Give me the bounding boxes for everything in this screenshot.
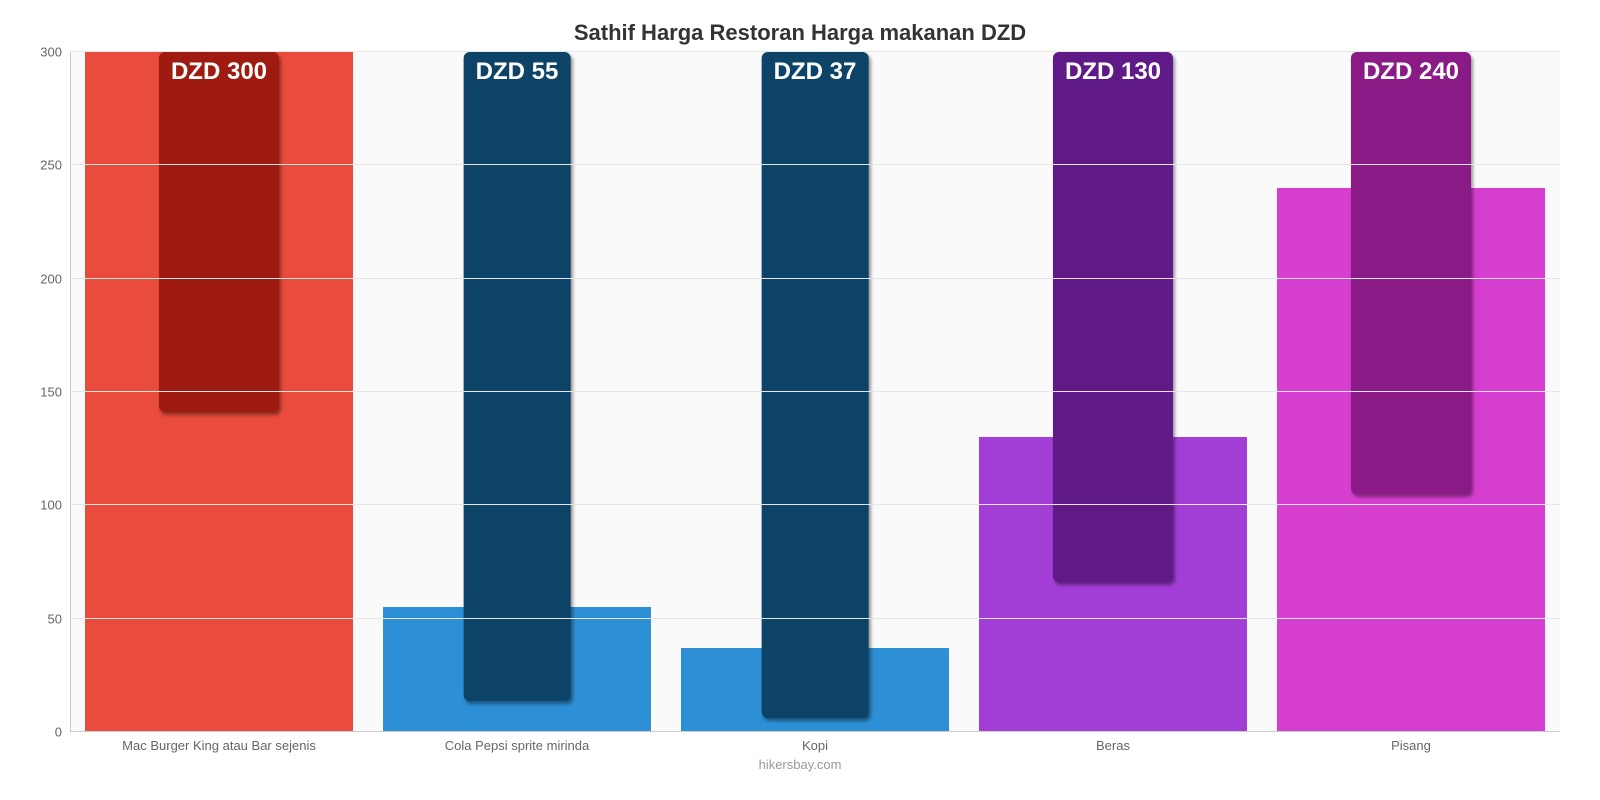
value-badge: DZD 300 <box>159 52 279 412</box>
bar-slot: DZD 55 <box>368 52 666 732</box>
y-tick-label: 150 <box>40 385 70 400</box>
bar-slot: DZD 240 <box>1262 52 1560 732</box>
x-axis-labels: Mac Burger King atau Bar sejenisCola Pep… <box>70 732 1560 753</box>
y-tick-label: 50 <box>48 611 70 626</box>
y-tick-label: 200 <box>40 271 70 286</box>
gridline <box>70 51 1560 52</box>
y-tick-label: 300 <box>40 45 70 60</box>
bar-slot: DZD 130 <box>964 52 1262 732</box>
x-axis-label: Kopi <box>666 732 964 753</box>
plot-area: DZD 300DZD 55DZD 37DZD 130DZD 240 050100… <box>70 52 1560 732</box>
bars-container: DZD 300 DZD 55 DZD 37 DZD 130 DZD 240 <box>70 52 1560 732</box>
value-badge: DZD 55 <box>464 52 571 701</box>
gridline <box>70 618 1560 619</box>
bar-slot: DZD 300 <box>70 52 368 732</box>
x-axis-label: Pisang <box>1262 732 1560 753</box>
y-tick-label: 250 <box>40 158 70 173</box>
value-badge: DZD 240 <box>1351 52 1471 494</box>
x-axis-label: Mac Burger King atau Bar sejenis <box>70 732 368 753</box>
gridline <box>70 164 1560 165</box>
y-axis-line <box>70 52 71 732</box>
price-bar-chart: Sathif Harga Restoran Harga makanan DZD … <box>20 20 1580 780</box>
x-axis-line <box>70 731 1560 732</box>
x-axis-label: Cola Pepsi sprite mirinda <box>368 732 666 753</box>
y-tick-label: 0 <box>55 725 70 740</box>
y-tick-label: 100 <box>40 498 70 513</box>
chart-title: Sathif Harga Restoran Harga makanan DZD <box>20 20 1580 46</box>
gridline <box>70 278 1560 279</box>
bar-slot: DZD 37 <box>666 52 964 732</box>
value-badge: DZD 130 <box>1053 52 1173 582</box>
gridline <box>70 391 1560 392</box>
x-axis-label: Beras <box>964 732 1262 753</box>
gridline <box>70 504 1560 505</box>
attribution-text: hikersbay.com <box>20 757 1580 772</box>
